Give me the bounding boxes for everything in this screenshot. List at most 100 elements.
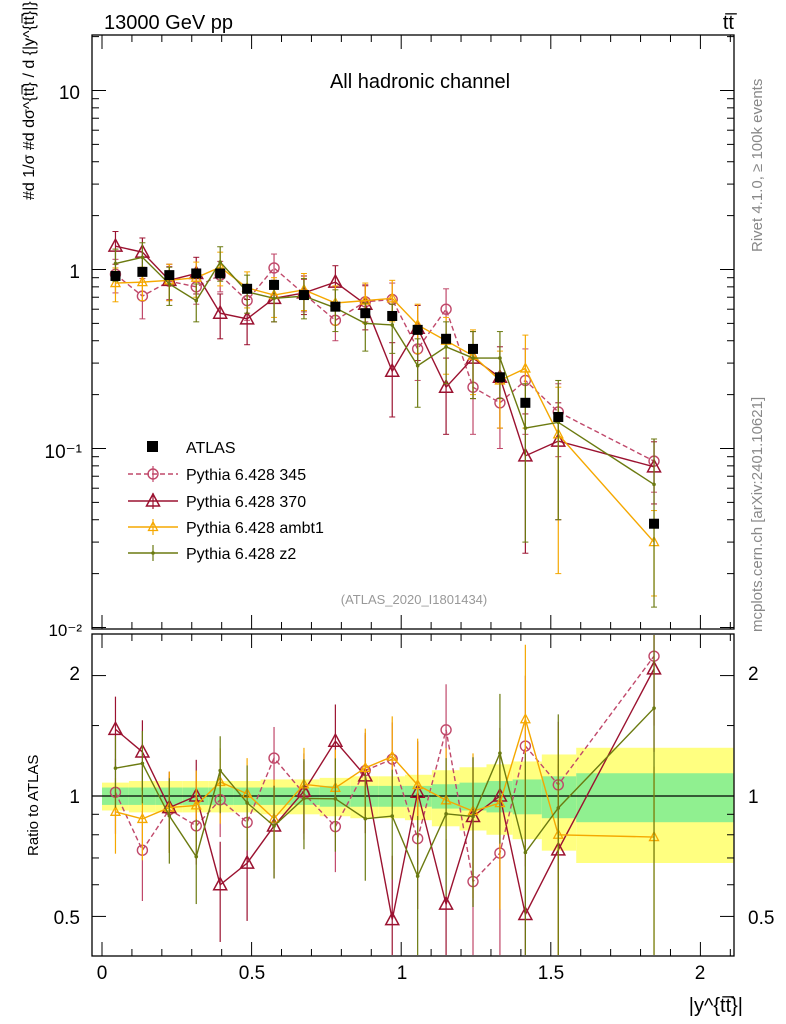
data-point xyxy=(498,356,502,360)
ratio-point xyxy=(444,812,448,816)
data-point xyxy=(438,378,454,393)
ratio-point xyxy=(386,750,398,761)
ratio-ylabel: Ratio to ATLAS xyxy=(25,755,42,856)
legend-swatch-marker xyxy=(147,468,159,480)
ratio-ytick-label-right: 2 xyxy=(748,664,759,685)
legend-label-ambt1: Pythia 6.428 ambt1 xyxy=(186,520,324,537)
ratio-point xyxy=(415,874,420,878)
ratio-point xyxy=(302,796,306,801)
process-label: tt̅ xyxy=(723,12,737,34)
data-point xyxy=(136,275,148,287)
ratio-point xyxy=(268,752,280,764)
atlas-point xyxy=(468,343,479,354)
data-point xyxy=(109,276,122,288)
ratio-point xyxy=(412,778,424,790)
ratio-ytick-label: 1 xyxy=(69,787,80,808)
ratio-ytick-label-right: 1 xyxy=(748,787,759,808)
xtick-label: 0 xyxy=(97,963,108,984)
channel-title: All hadronic channel xyxy=(330,71,510,93)
atlas-point xyxy=(137,266,148,277)
data-point xyxy=(523,426,528,430)
data-point xyxy=(415,363,420,368)
band-inner xyxy=(512,779,542,815)
legend-swatch-atlas xyxy=(147,441,158,452)
atlas-point xyxy=(298,290,309,301)
data-point xyxy=(113,261,118,266)
ratio-point xyxy=(440,724,452,736)
ratio-point xyxy=(239,854,255,869)
ratio-point xyxy=(113,766,118,770)
atlas-point xyxy=(649,518,660,529)
ratio-point xyxy=(190,799,202,810)
ratio-point xyxy=(556,806,561,810)
legend-swatches xyxy=(128,441,178,561)
atlas-point xyxy=(215,268,226,279)
data-point xyxy=(218,260,222,264)
ratio-ytick-label: 2 xyxy=(69,664,80,685)
ratio-point xyxy=(167,813,172,818)
legend-label-z2: Pythia 6.428 z2 xyxy=(186,546,296,563)
data-point xyxy=(390,323,395,327)
ratio-line-solid-small-triangle xyxy=(115,716,655,838)
atlas-point xyxy=(360,308,371,319)
energy-label: 13000 GeV pp xyxy=(104,12,233,34)
ratio-point xyxy=(384,911,400,926)
main-ytick-label: 10⁻² xyxy=(48,621,82,640)
atlas-point xyxy=(242,283,253,294)
atlas-point xyxy=(520,397,531,408)
ratio-point xyxy=(140,761,145,766)
x-axis-label: |y^{tt̅}| xyxy=(689,995,743,1017)
ratio-ytick-label-right: 0.5 xyxy=(748,908,774,929)
ratio-point xyxy=(327,732,344,747)
legend-label-345: Pythia 6.428 345 xyxy=(186,467,306,484)
main-series xyxy=(107,231,662,608)
ratio-ytick-label: 0.5 xyxy=(54,908,80,929)
xtick-label: 1 xyxy=(397,963,408,984)
atlas-point xyxy=(330,301,341,312)
main-ytick-label: 1 xyxy=(69,262,80,283)
main-ylabel: #d 1/σ #d dσ^{tt̅} / d {|y^{tt̅}|} xyxy=(21,1,38,200)
ratio-point xyxy=(523,850,528,855)
legend-swatch-marker xyxy=(145,492,161,507)
legend-label-atlas: ATLAS xyxy=(186,440,236,457)
atlas-point xyxy=(164,270,175,281)
data-point xyxy=(268,262,280,274)
data-point xyxy=(444,344,448,349)
main-ytick-label: 10 xyxy=(59,83,80,104)
atlas-point xyxy=(441,333,452,344)
atlas-point xyxy=(110,270,121,281)
xtick-label: 0.5 xyxy=(239,963,265,984)
ratio-point xyxy=(245,801,249,805)
ratio-point xyxy=(471,814,475,819)
ratio-point xyxy=(136,812,148,824)
source-label: mcplots.cern.ch [arXiv:2401.10621] xyxy=(749,397,766,632)
ratio-point xyxy=(390,814,395,818)
series-line-solid-dot xyxy=(115,256,655,486)
data-point xyxy=(519,362,531,373)
legend-label-370: Pythia 6.428 370 xyxy=(186,494,306,511)
ratio-point xyxy=(272,824,276,828)
xtick-label: 1.5 xyxy=(538,963,564,984)
data-point xyxy=(652,482,656,487)
legend: ATLAS Pythia 6.428 345 Pythia 6.428 370 … xyxy=(128,440,324,563)
data-point xyxy=(471,356,475,360)
ratio-point xyxy=(652,706,656,710)
data-point xyxy=(212,304,228,319)
atlas-point xyxy=(494,372,505,383)
atlas-point xyxy=(191,268,202,279)
legend-swatch-marker xyxy=(151,551,155,555)
ratio-point xyxy=(438,895,454,910)
ratio-point xyxy=(107,720,124,736)
data-point xyxy=(440,303,452,315)
data-point xyxy=(167,282,172,286)
band-inner xyxy=(576,773,734,823)
data-point xyxy=(272,296,276,301)
ratio-point xyxy=(333,797,338,801)
data-point xyxy=(194,298,199,303)
atlas-point xyxy=(269,279,280,290)
ratio-line-solid-dot xyxy=(115,707,655,878)
data-point xyxy=(363,321,368,326)
data-point xyxy=(239,310,255,325)
data-point xyxy=(384,362,400,378)
